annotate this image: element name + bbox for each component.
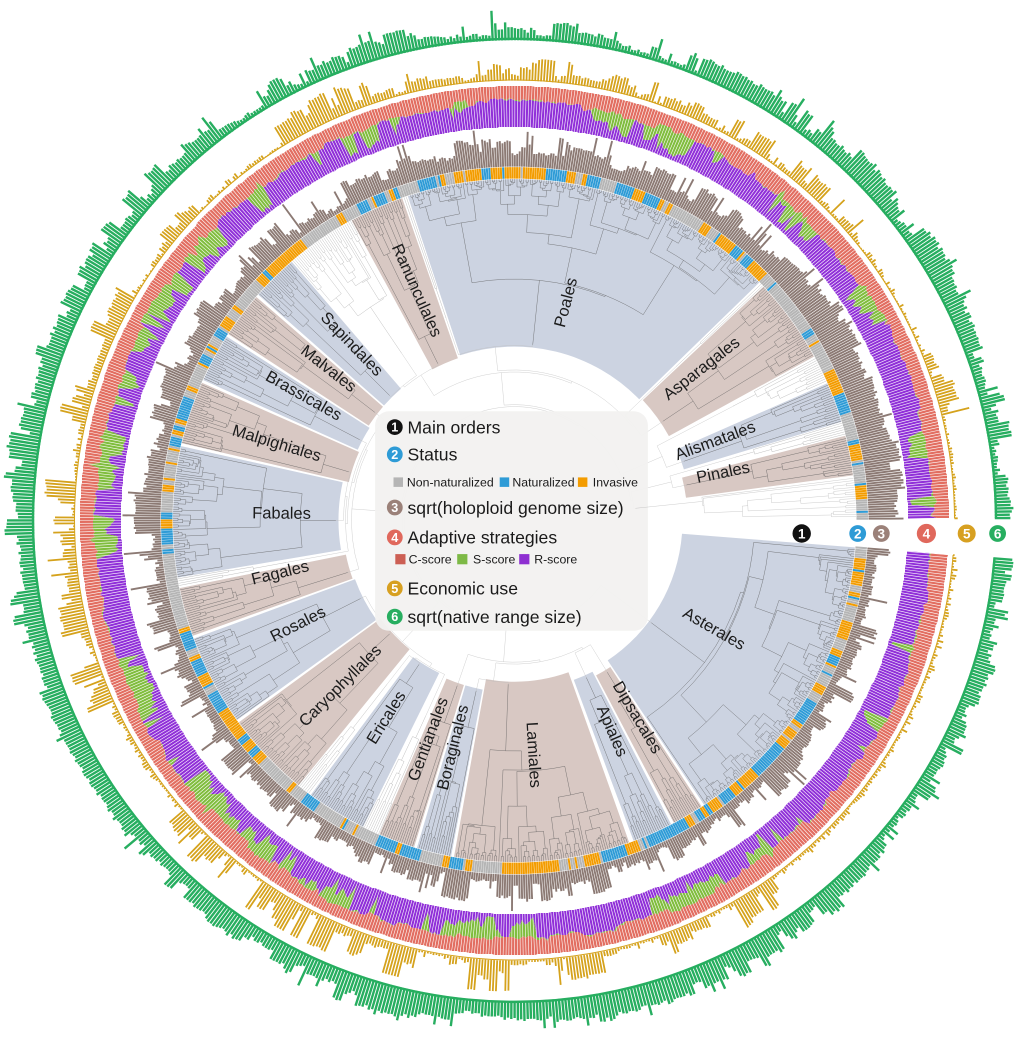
svg-text:Invasive: Invasive: [593, 476, 638, 490]
svg-text:sqrt(native range size): sqrt(native range size): [408, 607, 582, 627]
svg-text:C-score: C-score: [409, 552, 452, 566]
svg-text:6: 6: [391, 610, 398, 624]
svg-text:sqrt(holoploid genome size): sqrt(holoploid genome size): [408, 498, 624, 518]
svg-text:1: 1: [798, 526, 806, 541]
svg-text:S-score: S-score: [473, 552, 516, 566]
svg-text:Fabales: Fabales: [252, 504, 311, 523]
svg-text:3: 3: [391, 501, 398, 515]
svg-text:3: 3: [878, 526, 886, 541]
svg-text:Status: Status: [408, 445, 458, 465]
svg-text:2: 2: [854, 526, 862, 541]
svg-text:1: 1: [391, 421, 398, 435]
svg-text:4: 4: [923, 526, 931, 541]
svg-text:Economic use: Economic use: [408, 579, 519, 599]
svg-text:R-score: R-score: [534, 552, 577, 566]
svg-text:4: 4: [391, 531, 398, 545]
svg-text:5: 5: [391, 582, 398, 596]
svg-text:Naturalized: Naturalized: [512, 476, 574, 490]
svg-text:5: 5: [963, 526, 971, 541]
svg-text:Main orders: Main orders: [408, 417, 501, 437]
svg-text:Adaptive strategies: Adaptive strategies: [408, 528, 558, 548]
svg-text:2: 2: [391, 448, 398, 462]
svg-text:Non-naturalized: Non-naturalized: [407, 476, 494, 490]
svg-text:Lamiales: Lamiales: [522, 721, 544, 788]
svg-text:6: 6: [994, 526, 1002, 541]
